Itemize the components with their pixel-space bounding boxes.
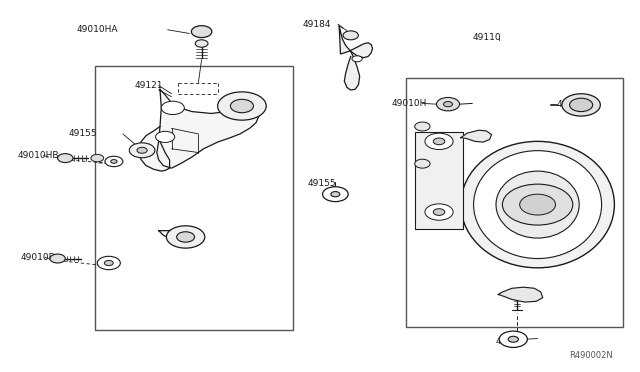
Ellipse shape [474,151,602,259]
Text: 49110: 49110 [472,33,501,42]
Text: 49010B: 49010B [20,253,55,262]
Text: 49181X: 49181X [557,100,591,109]
Polygon shape [344,51,360,90]
Circle shape [195,40,208,47]
Circle shape [425,133,453,150]
Text: 49184: 49184 [302,20,331,29]
Circle shape [137,147,147,153]
Bar [95,66,293,330]
Circle shape [570,98,593,112]
Circle shape [433,209,445,215]
Circle shape [433,138,445,145]
Text: 49155: 49155 [496,337,525,346]
Polygon shape [498,287,543,302]
Circle shape [323,187,348,202]
Ellipse shape [496,171,579,238]
Circle shape [499,331,527,347]
Text: 49010HB: 49010HB [18,151,60,160]
Circle shape [111,160,117,163]
Bar [406,78,623,327]
Circle shape [425,204,453,220]
Text: 49155: 49155 [68,129,97,138]
Circle shape [129,143,155,158]
Circle shape [50,254,65,263]
Circle shape [105,156,123,167]
Ellipse shape [461,141,614,268]
Circle shape [177,232,195,242]
Circle shape [161,101,184,115]
Text: R490002N: R490002N [570,351,613,360]
Circle shape [191,26,212,38]
Circle shape [444,102,452,107]
Bar [415,132,463,229]
Circle shape [415,122,430,131]
Circle shape [58,154,73,163]
Polygon shape [339,26,372,58]
Circle shape [415,159,430,168]
Text: 49010HA: 49010HA [77,25,118,34]
Text: 49155: 49155 [307,179,336,188]
Circle shape [97,256,120,270]
Circle shape [502,184,573,225]
Circle shape [343,31,358,40]
Circle shape [218,92,266,120]
Circle shape [230,99,253,113]
Circle shape [331,192,340,197]
Circle shape [508,336,518,342]
Polygon shape [461,130,492,142]
Circle shape [436,97,460,111]
Circle shape [166,226,205,248]
Circle shape [352,56,362,62]
Text: 49121: 49121 [134,81,163,90]
Polygon shape [140,126,170,171]
Circle shape [520,194,556,215]
Polygon shape [159,230,202,245]
Circle shape [156,131,175,142]
Circle shape [104,260,113,266]
Circle shape [562,94,600,116]
Circle shape [91,154,104,162]
Text: 49010H: 49010H [392,99,427,108]
Polygon shape [157,89,259,168]
